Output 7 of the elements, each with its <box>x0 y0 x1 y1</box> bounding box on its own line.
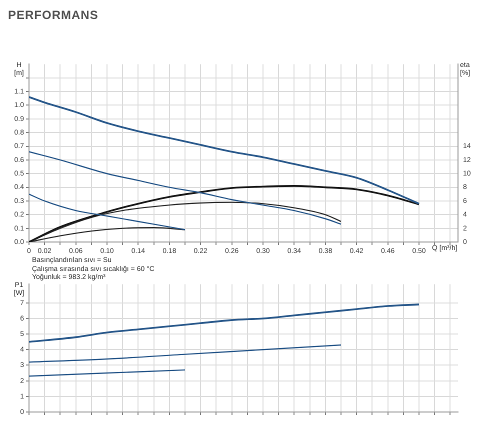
line-series <box>29 96 420 205</box>
chart-title: PERFORMANS <box>8 8 98 22</box>
line-series <box>29 304 420 343</box>
line-series <box>29 151 342 225</box>
line-series <box>29 344 342 363</box>
line-series <box>29 194 186 230</box>
line-series <box>29 185 420 242</box>
